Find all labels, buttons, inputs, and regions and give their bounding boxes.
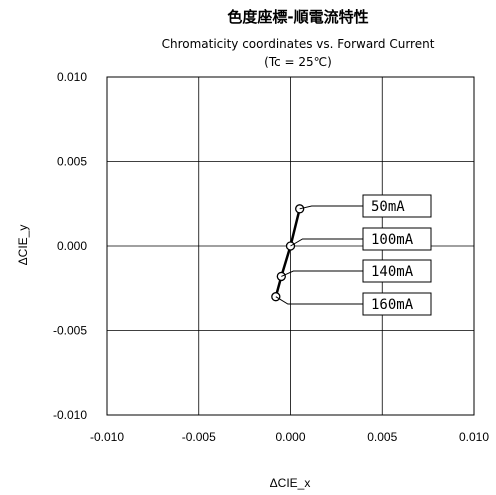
chart-title: 色度座標-順電流特性 [227,8,368,26]
plot-area [106,76,475,416]
y-tick-label: 0.010 [57,70,87,84]
y-tick-label: 0.005 [57,155,87,169]
y-tick-label: -0.005 [53,324,87,338]
point-label: 160mA [371,297,414,313]
y-axis-label: ΔCIE_y [16,225,30,266]
x-tick-label: -0.005 [182,430,216,444]
point-label: 100mA [371,232,414,248]
series-line [274,208,301,298]
chart-condition: (Tc = 25℃) [264,55,332,69]
point-label-box [362,194,432,218]
leader-line [275,296,363,305]
point-label-box [362,227,432,251]
y-tick-label: -0.010 [53,408,87,422]
y-tick-label: 0.000 [57,239,87,253]
series-forward-current [271,204,305,302]
x-tick-label: 0.010 [459,430,489,444]
x-tick-label: 0.005 [367,430,397,444]
point-callouts: 50mA 100mA 140mA 160mA [275,194,432,316]
chart-subtitle: Chromaticity coordinates vs. Forward Cur… [162,37,435,51]
leader-line [290,238,363,247]
y-axis-ticks: 0.010 0.005 0.000 -0.005 -0.010 [53,70,87,422]
point-label-box [362,259,432,283]
x-tick-label: 0.000 [275,430,305,444]
leader-line [299,205,363,210]
x-tick-label: -0.010 [90,430,124,444]
x-axis-ticks: -0.010 -0.005 0.000 0.005 0.010 [90,430,489,444]
point-label: 140mA [371,264,414,280]
point-label: 50mA [371,199,405,215]
x-axis-label: ΔCIE_x [270,476,311,490]
point-label-box [362,292,432,316]
leader-line [281,270,363,277]
